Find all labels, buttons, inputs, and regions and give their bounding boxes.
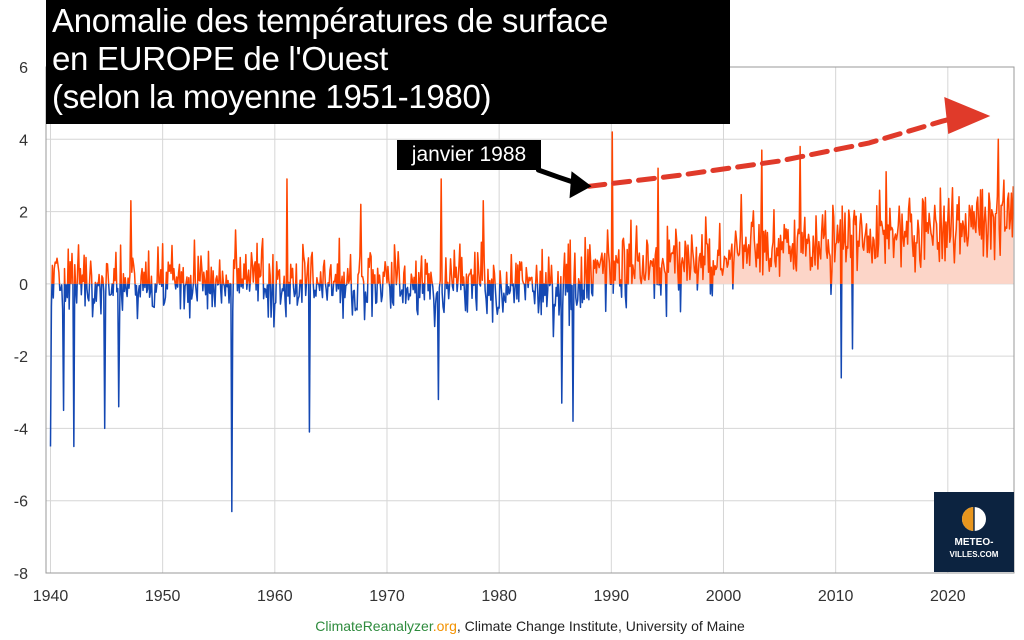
logo-text-top: METEO- xyxy=(954,537,994,548)
source-institution: , Climate Change Institute, University o… xyxy=(456,618,745,634)
x-tick-label: 1980 xyxy=(481,588,517,605)
x-tick-label: 1940 xyxy=(33,588,69,605)
y-tick-label: -6 xyxy=(14,494,28,511)
y-tick-label: 4 xyxy=(19,132,28,149)
january-1988-annotation: janvier 1988 xyxy=(397,140,541,170)
meteo-villes-logo: METEO- VILLES.COM xyxy=(934,492,1014,572)
y-tick-label: 2 xyxy=(19,205,28,222)
logo-text-bottom: VILLES.COM xyxy=(949,550,999,559)
source-site-name[interactable]: ClimateReanalyzer xyxy=(315,618,433,634)
sun-moon-icon xyxy=(962,507,986,531)
y-tick-label: -4 xyxy=(14,421,28,438)
trend-arrows xyxy=(535,96,991,199)
y-axis-labels: 6 4 2 0 -2 -4 -6 -8 xyxy=(14,60,28,583)
source-credit: ClimateReanalyzer.org, Climate Change In… xyxy=(0,618,1024,634)
y-tick-label: 6 xyxy=(19,60,28,77)
y-tick-label: -2 xyxy=(14,349,28,366)
chart-title-line-3: (selon la moyenne 1951-1980) xyxy=(52,78,492,115)
x-tick-label: 1990 xyxy=(594,588,630,605)
x-tick-label: 2000 xyxy=(706,588,742,605)
title-box xyxy=(46,0,730,124)
source-site-tld[interactable]: .org xyxy=(432,618,457,634)
positive-area-fill xyxy=(588,132,1014,284)
x-tick-label: 2010 xyxy=(818,588,854,605)
trend-arrowhead xyxy=(944,96,991,134)
data-series xyxy=(49,131,1014,513)
x-tick-label: 1950 xyxy=(145,588,181,605)
y-tick-label: -8 xyxy=(14,566,28,583)
positive-anomaly-line xyxy=(51,131,1014,284)
x-tick-label: 2020 xyxy=(930,588,966,605)
chart-title-line-1: Anomalie des températures de surface xyxy=(52,2,609,39)
x-tick-label: 1960 xyxy=(257,588,293,605)
x-axis-labels: 1940 1950 1960 1970 1980 1990 2000 2010 2020 xyxy=(33,588,966,605)
y-tick-label: 0 xyxy=(19,277,28,294)
chart-title-line-2: en EUROPE de l'Ouest xyxy=(52,40,388,77)
annotation-arrowhead xyxy=(569,171,592,199)
x-tick-label: 1970 xyxy=(369,588,405,605)
negative-anomaly-line xyxy=(49,283,854,513)
